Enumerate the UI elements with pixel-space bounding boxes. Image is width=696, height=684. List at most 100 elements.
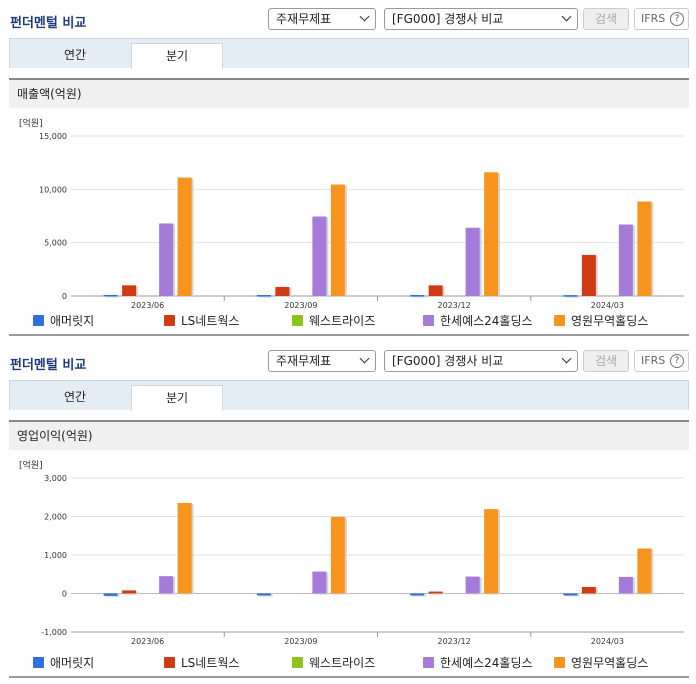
legend: 애머릿지 LS네트웍스 웨스트라이즈 한세예스24홀딩스 영원무역홀딩스 (9, 313, 689, 331)
bar (177, 503, 192, 594)
legend-label: 웨스트라이즈 (309, 656, 376, 670)
chevron-down-icon (359, 353, 370, 364)
legend-swatch (292, 657, 303, 668)
legend-item[interactable]: 한세예스24홀딩스 (423, 655, 533, 671)
legend-label: 영원무역홀딩스 (571, 656, 649, 670)
tab-annual[interactable]: 연간 (63, 390, 87, 404)
panel-title: 펀더멘털 비교 (10, 358, 87, 373)
panel-title: 펀더멘털 비교 (10, 16, 87, 31)
bar-shadow (412, 296, 427, 298)
comparison-select-value: [FG000] 경쟁사 비교 (392, 354, 504, 368)
statement-select[interactable]: 주재무제표 (268, 350, 376, 372)
comparison-select[interactable]: [FG000] 경쟁사 비교 (384, 8, 578, 30)
bar (410, 593, 425, 596)
tab-quarterly[interactable]: 분기 (131, 43, 223, 69)
legend-label: 웨스트라이즈 (309, 314, 376, 328)
y-tick-label: 5,000 (44, 239, 67, 248)
bar (618, 576, 633, 594)
bar (177, 177, 192, 296)
bar (330, 516, 345, 594)
legend-swatch (554, 657, 565, 668)
ifrs-button[interactable]: IFRS ? (634, 350, 689, 372)
help-icon[interactable]: ? (670, 12, 684, 26)
bar-shadow (258, 594, 273, 597)
tab-annual[interactable]: 연간 (63, 48, 87, 62)
chevron-down-icon (359, 11, 370, 22)
search-button[interactable]: 검색 (583, 8, 629, 30)
bar (312, 216, 327, 296)
bar (256, 295, 271, 297)
comparison-select[interactable]: [FG000] 경쟁사 비교 (384, 350, 578, 372)
bar (330, 184, 345, 296)
legend-item[interactable]: 영원무역홀딩스 (554, 313, 648, 329)
bar (484, 172, 499, 296)
legend-label: 한세예스24홀딩스 (440, 314, 533, 328)
bar (256, 593, 271, 596)
chart-title: 매출액(억원) (9, 78, 689, 108)
legend-label: LS네트웍스 (181, 314, 240, 328)
legend-swatch (292, 315, 303, 326)
bar-shadow (258, 296, 273, 298)
bar (159, 223, 174, 296)
bar-shadow (412, 594, 427, 597)
ifrs-button[interactable]: IFRS ? (634, 8, 689, 30)
bar (637, 548, 652, 594)
bar (410, 295, 425, 297)
legend-item[interactable]: 웨스트라이즈 (292, 313, 375, 329)
legend-label: 영원무역홀딩스 (571, 314, 649, 328)
period-tabs: 연간 분기 (9, 38, 689, 69)
x-tick-label: 2023/06 (131, 637, 164, 646)
bar (484, 509, 499, 594)
y-tick-label: 2,000 (44, 513, 67, 522)
bar (581, 586, 596, 594)
y-tick-label: -1,000 (41, 628, 67, 637)
y-tick-label: 15,000 (39, 132, 67, 141)
search-button[interactable]: 검색 (583, 350, 629, 372)
bar-chart: [억원] 0 5,000 10,000 15,000 2023/06 2023/09 2023… (19, 117, 684, 310)
legend-item[interactable]: 애머릿지 (33, 313, 94, 329)
y-tick-label: 0 (62, 292, 67, 301)
statement-select-value: 주재무제표 (276, 354, 332, 368)
legend-item[interactable]: 한세예스24홀딩스 (423, 313, 533, 329)
x-tick-label: 2024/03 (591, 637, 624, 646)
legend-item[interactable]: 영원무역홀딩스 (554, 655, 648, 671)
x-tick-label: 2024/03 (591, 301, 624, 310)
bar (103, 294, 118, 297)
bar (428, 285, 443, 296)
axis-unit-label: [억원] (19, 117, 43, 129)
fundamental-panel: 펀더멘털 비교 주재무제표 [FG000] 경쟁사 비교 검색 IFRS ? 연… (9, 8, 689, 336)
legend: 애머릿지 LS네트웍스 웨스트라이즈 한세예스24홀딩스 영원무역홀딩스 (9, 655, 689, 673)
statement-select-value: 주재무제표 (276, 12, 332, 26)
legend-label: LS네트웍스 (181, 656, 240, 670)
legend-item[interactable]: LS네트웍스 (164, 655, 239, 671)
ifrs-label: IFRS (641, 12, 666, 25)
chart-title: 영업이익(억원) (9, 420, 689, 450)
legend-item[interactable]: 웨스트라이즈 (292, 655, 375, 671)
legend-item[interactable]: LS네트웍스 (164, 313, 239, 329)
help-icon[interactable]: ? (670, 354, 684, 368)
bar (618, 224, 633, 296)
ifrs-label: IFRS (641, 354, 666, 367)
x-tick-label: 2023/06 (131, 301, 164, 310)
bar (159, 576, 174, 594)
tab-quarterly[interactable]: 분기 (131, 385, 223, 411)
bar (465, 227, 480, 296)
legend-swatch (423, 315, 434, 326)
legend-label: 애머릿지 (50, 656, 95, 670)
x-tick-label: 2023/12 (438, 301, 471, 310)
legend-swatch (164, 657, 175, 668)
legend-swatch (33, 657, 44, 668)
comparison-select-value: [FG000] 경쟁사 비교 (392, 12, 504, 26)
bar (465, 576, 480, 594)
y-tick-label: 0 (62, 590, 67, 599)
x-tick-label: 2023/12 (438, 637, 471, 646)
bar-shadow (105, 295, 120, 298)
bar (428, 591, 443, 594)
axis-unit-label: [억원] (19, 459, 43, 471)
statement-select[interactable]: 주재무제표 (268, 8, 376, 30)
legend-swatch (554, 315, 565, 326)
divider (9, 676, 689, 678)
legend-swatch (164, 315, 175, 326)
legend-item[interactable]: 애머릿지 (33, 655, 94, 671)
period-tabs: 연간 분기 (9, 380, 689, 411)
